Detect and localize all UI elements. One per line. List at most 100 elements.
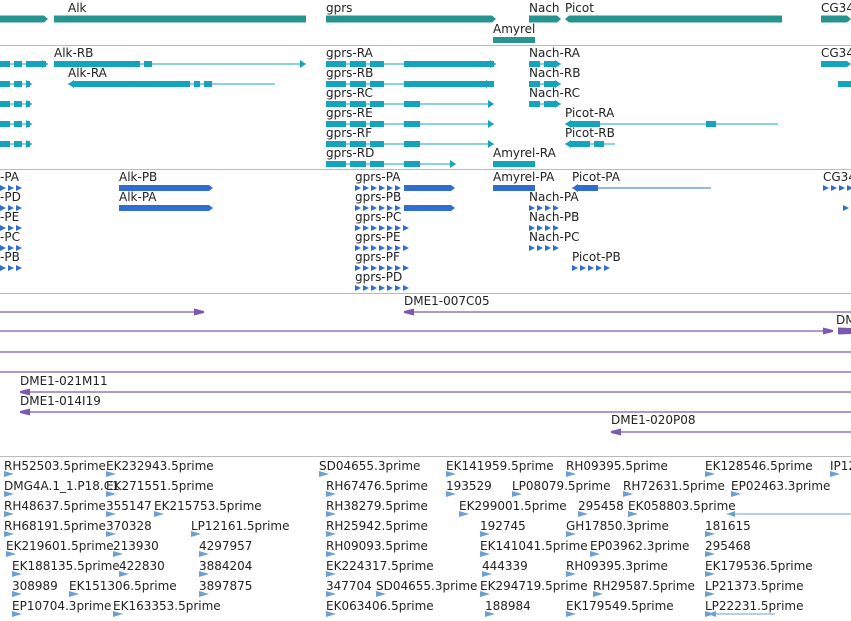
protein-left-0[interactable]	[0, 185, 22, 191]
transcript-gprs-3[interactable]	[326, 120, 494, 128]
transcript-left-0[interactable]	[0, 60, 48, 68]
gene-amyrel[interactable]	[493, 37, 535, 43]
est-arrow-icon[interactable]	[106, 531, 116, 537]
transcript-label-gprs-4[interactable]: gprs-RF	[326, 126, 372, 140]
est-arrow-icon[interactable]	[485, 611, 495, 617]
clone-dm[interactable]	[0, 327, 833, 335]
est-arrow-icon[interactable]	[326, 511, 336, 517]
transcript-left-3[interactable]	[0, 120, 32, 128]
transcript-label-amyrel-ra[interactable]: Amyrel-RA	[493, 146, 556, 160]
protein-label-left-4[interactable]: -PB	[0, 250, 20, 264]
clone-label-dme1-007c05[interactable]: DME1-007C05	[404, 294, 490, 308]
transcript-label-nach-1[interactable]: Nach-RB	[529, 66, 581, 80]
est-label-53[interactable]: 188984	[485, 599, 531, 613]
est-arrow-icon[interactable]	[705, 591, 715, 597]
est-arrow-icon[interactable]	[154, 511, 164, 517]
protein-gprs-0-b[interactable]	[404, 185, 455, 191]
est-label-26[interactable]: GH17850.3prime	[566, 519, 669, 533]
clone-label-dme1-020p08[interactable]: DME1-020P08	[611, 413, 696, 427]
gene-gprs[interactable]	[326, 15, 496, 23]
est-label-44[interactable]: 3897875	[199, 579, 253, 593]
est-arrow-icon[interactable]	[69, 591, 79, 597]
est-arrow-icon[interactable]	[593, 591, 603, 597]
protein-gprs-4[interactable]	[355, 265, 409, 271]
transcript-label-gprs-1[interactable]: gprs-RB	[326, 66, 374, 80]
protein-gprs-1-b[interactable]	[404, 205, 455, 211]
protein-label-left-1[interactable]: -PD	[0, 190, 21, 204]
protein-label-gprs-5[interactable]: gprs-PD	[355, 270, 403, 284]
est-label-40[interactable]: RH09395.3prime	[566, 559, 668, 573]
protein-label-left-2[interactable]: -PE	[0, 210, 20, 224]
protein-label-gprs-0[interactable]: gprs-PA	[355, 170, 401, 184]
clone-label-dm[interactable]: DM	[836, 313, 851, 327]
transcript-gprs-5[interactable]	[326, 160, 456, 168]
est-label-10[interactable]: 193529	[446, 479, 492, 493]
gene-alk[interactable]	[54, 15, 306, 23]
est-label-3[interactable]: EK141959.5prime	[446, 459, 554, 473]
est-label-12[interactable]: RH72631.5prime	[623, 479, 725, 493]
est-label-55[interactable]: LP22231.5prime	[705, 599, 804, 613]
protein-picot-pa[interactable]	[572, 184, 711, 192]
protein-nach-1[interactable]	[529, 225, 559, 231]
est-label-14[interactable]: RH48637.5prime	[4, 499, 106, 513]
est-arrow-icon[interactable]	[376, 591, 386, 597]
est-arrow-icon[interactable]	[12, 611, 22, 617]
transcript-gprs-1[interactable]	[326, 80, 494, 88]
est-label-28[interactable]: EK219601.5prime	[6, 539, 114, 553]
est-label-2[interactable]: SD04655.3prime	[319, 459, 421, 473]
protein-cg34-a[interactable]	[823, 185, 851, 191]
protein-label-picot-pb[interactable]: Picot-PB	[572, 250, 621, 264]
est-arrow-icon[interactable]	[705, 531, 715, 537]
est-label-13[interactable]: EP02463.3prime	[731, 479, 831, 493]
clone-label-dme1-021m11[interactable]: DME1-021M11	[20, 374, 108, 388]
est-arrow-icon[interactable]	[480, 531, 490, 537]
protein-label-gprs-1[interactable]: gprs-PB	[355, 190, 402, 204]
transcript-label-nach-2[interactable]: Nach-RC	[529, 86, 580, 100]
est-label-37[interactable]: 3884204	[199, 559, 253, 573]
est-label-42[interactable]: 308989	[12, 579, 58, 593]
transcript-gprs-2[interactable]	[326, 100, 494, 108]
protein-alk-pb[interactable]	[119, 185, 213, 191]
protein-gprs-5[interactable]	[355, 285, 409, 291]
protein-label-alk-pa[interactable]: Alk-PA	[119, 190, 157, 204]
gene-nach[interactable]	[529, 15, 561, 23]
gene-label-cg34[interactable]: CG34	[821, 1, 851, 15]
est-arrow-icon[interactable]	[106, 471, 116, 477]
est-arrow-icon[interactable]	[326, 531, 336, 537]
est-arrow-icon[interactable]	[512, 491, 522, 497]
protein-label-alk-pb[interactable]: Alk-PB	[119, 170, 158, 184]
est-label-19[interactable]: 295458	[578, 499, 624, 513]
protein-label-left-0[interactable]: -PA	[0, 170, 20, 184]
est-arrow-icon[interactable]	[326, 591, 336, 597]
clone-dme1-020p08[interactable]	[611, 428, 851, 436]
est-arrow-icon[interactable]	[705, 471, 715, 477]
transcript-cg34-b[interactable]	[838, 81, 851, 87]
transcript-nach-0[interactable]	[529, 60, 561, 68]
protein-left-2[interactable]	[0, 225, 22, 231]
gene-cg34[interactable]	[821, 15, 851, 23]
est-label-27[interactable]: 181615	[705, 519, 751, 533]
protein-label-gprs-2[interactable]: gprs-PC	[355, 210, 402, 224]
est-arrow-icon[interactable]	[12, 571, 22, 577]
clone-dme1-021m11[interactable]	[20, 388, 851, 396]
protein-picot-pb[interactable]	[572, 265, 610, 271]
transcript-nach-2[interactable]	[529, 100, 561, 108]
est-arrow-icon[interactable]	[119, 571, 129, 577]
est-label-46[interactable]: SD04655.3prime	[376, 579, 478, 593]
transcript-amyrel-ra[interactable]	[493, 161, 535, 167]
transcript-left-2[interactable]	[0, 100, 32, 108]
transcript-alk-rb[interactable]	[54, 60, 306, 68]
est-label-47[interactable]: EK294719.5prime	[480, 579, 588, 593]
protein-nach-2[interactable]	[529, 245, 559, 251]
gene-label-picot[interactable]: Picot	[565, 1, 594, 15]
gene-label-gprs[interactable]: gprs	[326, 1, 353, 15]
est-arrow-icon[interactable]	[566, 531, 576, 537]
est-arrow-icon[interactable]	[326, 611, 336, 617]
protein-cg34-b[interactable]	[843, 205, 849, 211]
est-arrow-icon[interactable]	[4, 491, 14, 497]
est-arrow-icon[interactable]	[326, 571, 336, 577]
est-arrow-icon[interactable]	[6, 551, 16, 557]
est-arrow-icon[interactable]	[326, 551, 336, 557]
est-label-32[interactable]: EK141041.5prime	[480, 539, 588, 553]
gene-label-nach[interactable]: Nach	[529, 1, 560, 15]
